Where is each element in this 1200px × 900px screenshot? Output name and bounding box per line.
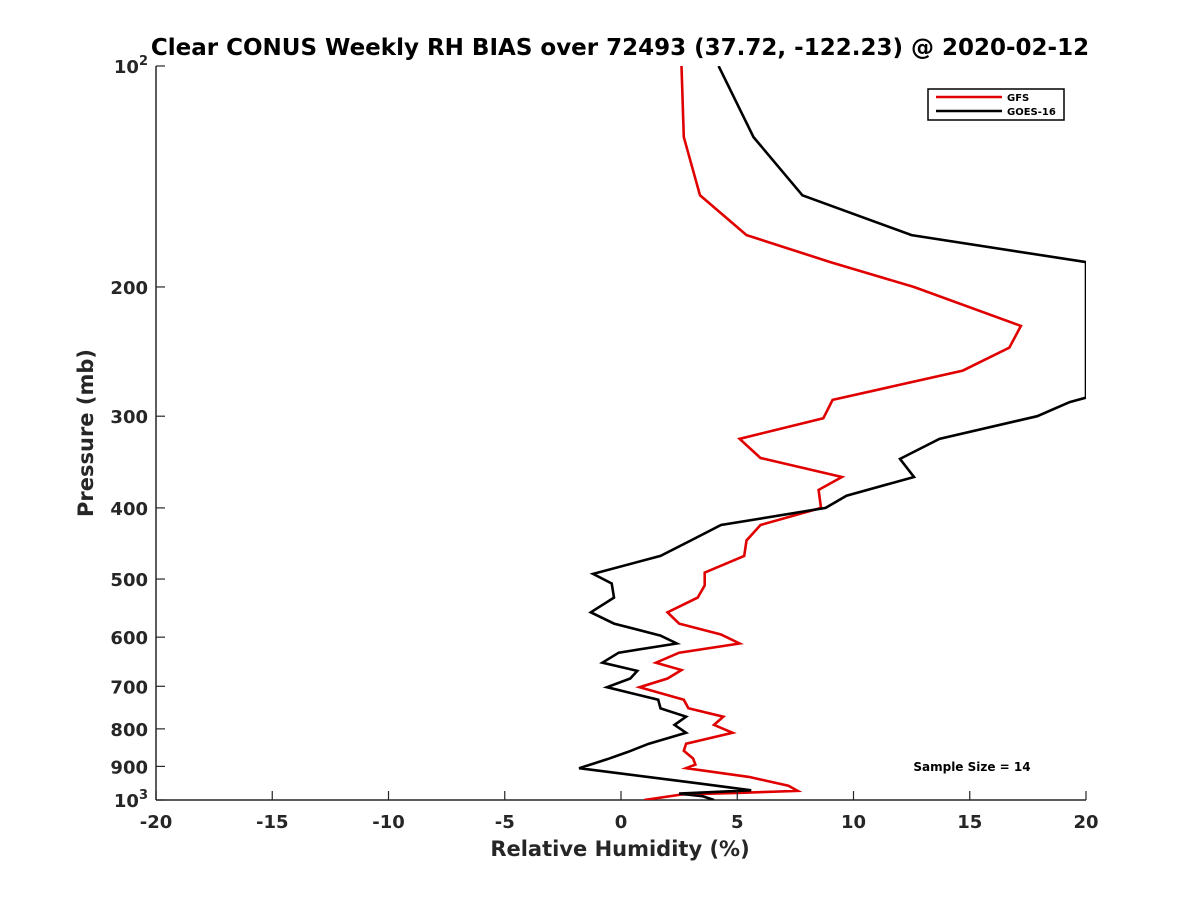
legend-box xyxy=(927,88,1065,121)
legend: GFS GOES-16 xyxy=(927,88,1065,121)
x-tick-label: 15 xyxy=(957,812,982,833)
y-tick-label: 103 xyxy=(114,788,148,812)
y-tick-label: 700 xyxy=(110,677,148,698)
x-tick-label: 5 xyxy=(731,812,744,833)
x-tick-label: 10 xyxy=(841,812,866,833)
y-tick-label: 900 xyxy=(110,757,148,778)
y-tick-label: 800 xyxy=(110,720,148,741)
series-layer xyxy=(578,66,1086,800)
chart-title: Clear CONUS Weekly RH BIAS over 72493 (3… xyxy=(151,35,1089,61)
x-tick-label: -15 xyxy=(256,812,289,833)
legend-label-gfs: GFS xyxy=(1007,93,1029,104)
x-tick-label: -20 xyxy=(140,812,173,833)
series-line-gfs xyxy=(635,66,1023,800)
x-tick-label: 0 xyxy=(615,812,628,833)
legend-label-goes-16: GOES-16 xyxy=(1007,107,1056,118)
sample-size-annotation: Sample Size = 14 xyxy=(913,760,1030,774)
y-tick-label: 102 xyxy=(114,54,148,78)
y-tick-label: 200 xyxy=(110,278,148,299)
y-tick-label: 600 xyxy=(110,628,148,649)
x-tick-label: -10 xyxy=(372,812,405,833)
x-tick-label: 20 xyxy=(1073,812,1098,833)
series-line-goes-16 xyxy=(578,66,1086,800)
y-axis-label: Pressure (mb) xyxy=(74,349,98,517)
x-tick-label: -5 xyxy=(495,812,515,833)
x-axis-ticks: -20 -15 -10 -5 0 5 10 15 20 xyxy=(140,791,1099,833)
y-tick-label: 500 xyxy=(110,570,148,591)
y-axis-ticks: 102 200 300 400 500 600 700 800 900 103 xyxy=(110,54,165,812)
y-tick-label: 400 xyxy=(110,499,148,520)
y-tick-label: 300 xyxy=(110,407,148,428)
x-axis-label: Relative Humidity (%) xyxy=(490,837,749,861)
